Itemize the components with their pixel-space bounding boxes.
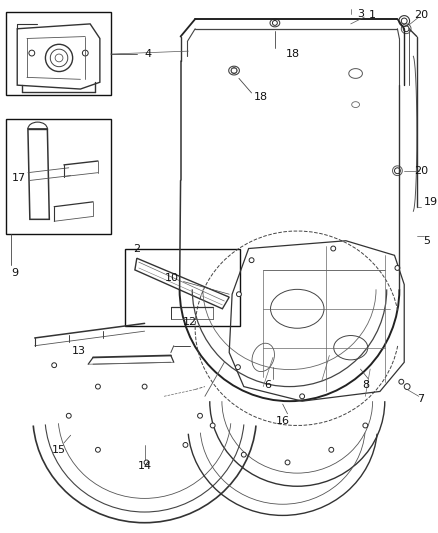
- Text: 20: 20: [413, 166, 428, 176]
- Circle shape: [401, 18, 407, 24]
- Circle shape: [210, 423, 215, 428]
- Text: 15: 15: [52, 445, 66, 455]
- Circle shape: [404, 384, 410, 390]
- Text: 10: 10: [165, 273, 179, 282]
- Circle shape: [363, 423, 368, 428]
- Circle shape: [272, 20, 277, 26]
- Text: 12: 12: [183, 318, 198, 327]
- Circle shape: [144, 460, 149, 465]
- Circle shape: [285, 460, 290, 465]
- Circle shape: [52, 363, 57, 368]
- Circle shape: [236, 365, 240, 369]
- Bar: [6, 119, 110, 234]
- Circle shape: [331, 246, 336, 251]
- Text: 16: 16: [276, 416, 290, 426]
- Circle shape: [82, 50, 88, 56]
- Circle shape: [66, 413, 71, 418]
- Circle shape: [183, 442, 188, 447]
- Bar: [6, 12, 110, 95]
- Circle shape: [231, 68, 237, 74]
- Circle shape: [241, 452, 246, 457]
- Circle shape: [29, 50, 35, 56]
- Circle shape: [142, 384, 147, 389]
- Circle shape: [198, 413, 202, 418]
- Text: 2: 2: [133, 244, 140, 254]
- Circle shape: [395, 168, 400, 174]
- Bar: [125, 248, 240, 326]
- Text: 14: 14: [138, 462, 152, 471]
- Circle shape: [399, 379, 404, 384]
- Circle shape: [300, 394, 304, 399]
- Text: 1: 1: [369, 10, 376, 20]
- Circle shape: [237, 292, 241, 297]
- Text: 13: 13: [71, 345, 85, 356]
- Text: 17: 17: [11, 173, 25, 182]
- Text: 20: 20: [413, 10, 428, 20]
- Text: 18: 18: [285, 49, 300, 59]
- Text: 3: 3: [357, 9, 364, 19]
- Circle shape: [249, 258, 254, 263]
- Circle shape: [95, 384, 100, 389]
- Text: 18: 18: [254, 92, 268, 102]
- Text: 8: 8: [362, 379, 369, 390]
- Text: 9: 9: [11, 268, 18, 278]
- Circle shape: [403, 26, 409, 31]
- Text: 19: 19: [424, 197, 438, 207]
- Text: 5: 5: [424, 236, 431, 246]
- Text: 4: 4: [145, 49, 152, 59]
- Text: 7: 7: [417, 394, 424, 404]
- Circle shape: [329, 447, 334, 452]
- Text: 6: 6: [265, 379, 272, 390]
- Circle shape: [395, 265, 400, 270]
- Circle shape: [95, 447, 100, 452]
